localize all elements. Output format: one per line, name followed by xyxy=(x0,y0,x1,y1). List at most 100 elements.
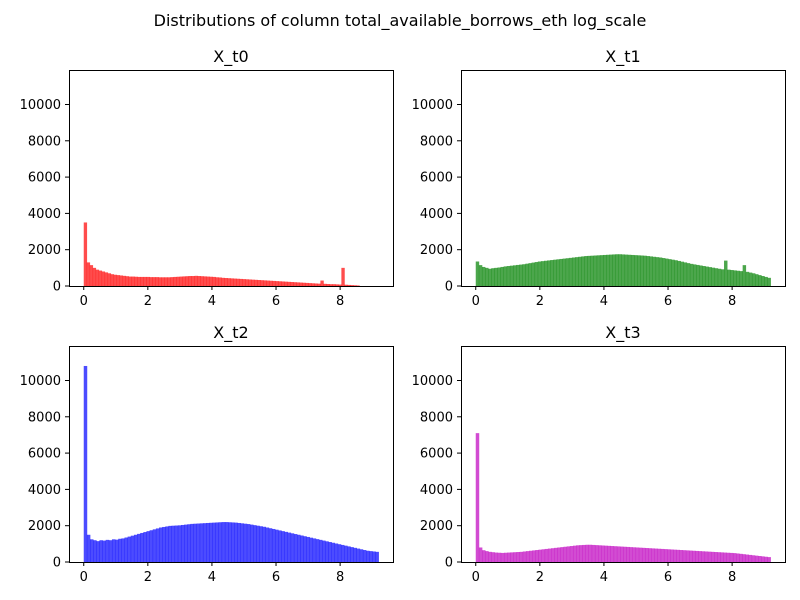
histogram-bar xyxy=(632,547,637,562)
histogram-bar xyxy=(347,546,351,562)
histogram-bar xyxy=(485,267,489,286)
histogram-bar xyxy=(578,256,582,286)
histogram-bar xyxy=(173,276,177,286)
histogram-bar xyxy=(547,260,551,286)
histogram-bar xyxy=(736,270,740,286)
subplot-x-t1: X_t1 0 2 4 6 8 0 2000 4000 6000 8000 10000 xyxy=(412,47,786,309)
histogram-bar xyxy=(506,266,511,286)
histogram-bar xyxy=(245,279,249,286)
y-tick-label: 6000 xyxy=(420,447,453,462)
histogram-bars xyxy=(83,222,360,286)
histogram-bar xyxy=(251,279,255,286)
histogram-bar xyxy=(481,266,486,286)
histogram-bar xyxy=(110,274,115,286)
histogram-bars xyxy=(475,254,771,286)
subplot-x-t0: X_t0 0 2 4 6 8 0 2000 4000 6000 8000 10000 xyxy=(20,47,394,309)
histogram-bar xyxy=(764,276,768,286)
histogram-bar xyxy=(701,551,706,562)
histogram-bar xyxy=(692,264,697,286)
histogram-bar xyxy=(347,284,351,286)
histogram-bar xyxy=(670,549,674,562)
x-tick-label: 6 xyxy=(272,294,280,309)
histogram-bar xyxy=(599,255,604,286)
histogram-bar xyxy=(325,541,329,562)
x-tick-label: 4 xyxy=(600,294,608,309)
histogram-bar xyxy=(290,533,295,562)
histogram-bar xyxy=(726,552,731,562)
histogram-bar xyxy=(140,532,144,562)
histogram-bar xyxy=(559,258,563,286)
histogram-bar xyxy=(278,530,282,562)
histogram-bar xyxy=(560,547,564,562)
histogram-bar xyxy=(698,551,702,562)
histogram-bar xyxy=(212,522,216,562)
histogram-bar xyxy=(594,545,599,562)
histogram-bar xyxy=(101,271,106,286)
histogram-bar xyxy=(668,259,672,286)
histogram-bar xyxy=(104,272,109,286)
histogram-bar xyxy=(500,266,505,286)
histogram-bar xyxy=(606,254,610,286)
histogram-bar xyxy=(724,260,728,286)
histogram-bar xyxy=(96,541,100,562)
x-tick-label: 6 xyxy=(272,570,280,585)
histogram-bar xyxy=(171,525,176,562)
histogram-bar xyxy=(177,525,182,562)
histogram-bar xyxy=(645,548,649,562)
histogram-bar xyxy=(350,285,354,286)
histogram-bar xyxy=(287,532,292,562)
histogram-bar xyxy=(732,553,737,562)
histogram-bar xyxy=(593,255,598,286)
axes-frame xyxy=(461,70,786,287)
x-tick-label: 0 xyxy=(472,570,480,585)
histogram-bar xyxy=(723,552,728,562)
histogram-bar xyxy=(503,266,508,286)
histogram-bar xyxy=(494,552,499,562)
histogram-bar xyxy=(265,527,270,562)
histogram-bar xyxy=(152,529,157,562)
histogram-bar xyxy=(302,282,306,286)
histogram-bar xyxy=(121,538,125,562)
histogram-bar xyxy=(491,552,495,562)
histogram-bar xyxy=(297,534,301,562)
histogram-bar xyxy=(525,551,530,562)
histogram-bar xyxy=(692,550,696,562)
histogram-bar xyxy=(679,550,684,562)
histogram-bar xyxy=(621,254,626,286)
histogram-bar xyxy=(534,262,539,286)
histogram-bar xyxy=(497,552,502,562)
histogram-bar xyxy=(751,273,756,286)
histogram-bar xyxy=(646,256,650,286)
histogram-bar xyxy=(248,279,252,286)
figure-suptitle: Distributions of column total_available_… xyxy=(154,11,647,31)
histogram-bar xyxy=(557,547,561,562)
histogram-bar xyxy=(268,528,273,562)
histogram-bar xyxy=(610,546,615,562)
histogram-bar xyxy=(604,545,608,562)
histogram-bar xyxy=(187,524,191,562)
histogram-bar xyxy=(671,259,675,286)
histogram-bar xyxy=(641,547,646,562)
histogram-bar xyxy=(478,265,483,286)
histogram-bar xyxy=(176,276,180,286)
histogram-bar xyxy=(475,433,480,562)
histogram-bar xyxy=(242,279,246,286)
histogram-bar xyxy=(519,551,524,562)
histogram-bar xyxy=(99,540,103,562)
histogram-bar xyxy=(256,525,260,562)
histogram-bar xyxy=(532,550,536,562)
histogram-bar xyxy=(140,276,145,286)
histogram-bar xyxy=(587,255,591,286)
histogram-bar xyxy=(233,278,237,286)
histogram-bar xyxy=(478,547,483,562)
histogram-bar xyxy=(227,278,231,286)
histogram-bar xyxy=(260,280,264,286)
histogram-bar xyxy=(620,546,624,562)
histogram-bar xyxy=(253,525,257,562)
histogram-bar xyxy=(680,261,685,286)
histogram-bar xyxy=(199,523,204,562)
subplot-x-t2: X_t2 0 2 4 6 8 0 2000 4000 6000 8000 10000 xyxy=(20,323,394,585)
histogram-bar xyxy=(102,540,107,562)
histogram-bar xyxy=(133,534,138,562)
y-tick-label: 6000 xyxy=(420,171,453,186)
